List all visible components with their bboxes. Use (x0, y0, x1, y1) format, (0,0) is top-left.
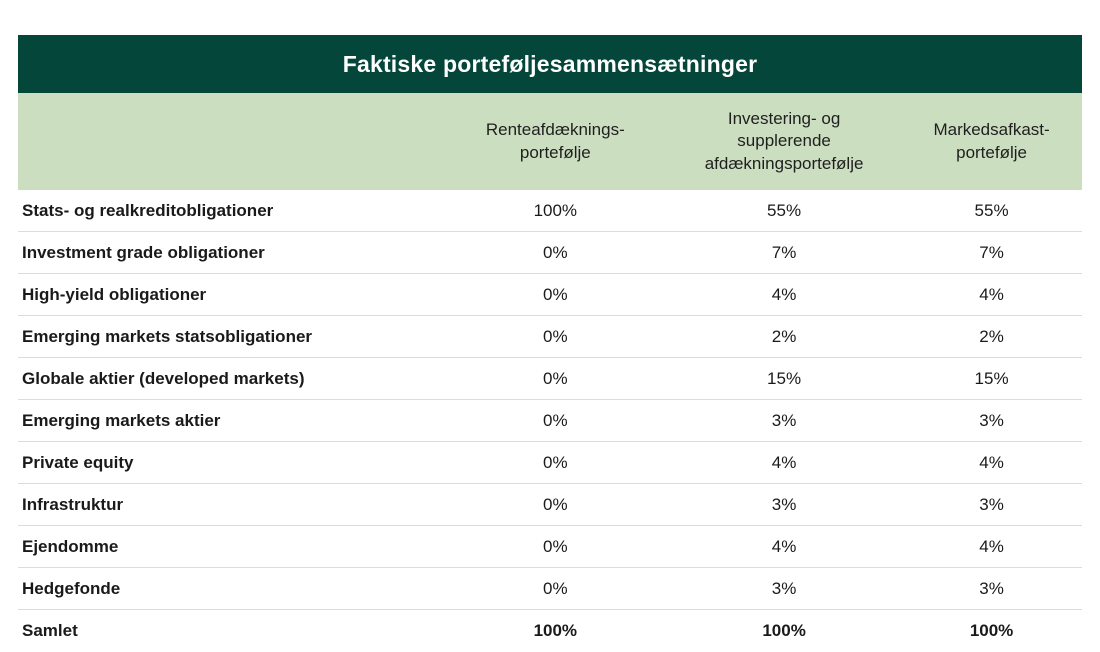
row-value: 55% (901, 190, 1082, 232)
table-row: Private equity 0% 4% 4% (18, 442, 1082, 484)
row-value: 0% (444, 442, 667, 484)
column-header-markedsafkast: Markedsafkast- portefølje (901, 93, 1082, 190)
table-row: Emerging markets aktier 0% 3% 3% (18, 400, 1082, 442)
row-value: 3% (667, 484, 901, 526)
row-value: 2% (667, 316, 901, 358)
column-header-empty (18, 93, 444, 190)
row-value: 4% (901, 526, 1082, 568)
total-row-value: 100% (667, 610, 901, 652)
row-value: 0% (444, 400, 667, 442)
table-row: Infrastruktur 0% 3% 3% (18, 484, 1082, 526)
row-value: 4% (667, 526, 901, 568)
row-value: 0% (444, 484, 667, 526)
row-value: 0% (444, 526, 667, 568)
row-value: 0% (444, 358, 667, 400)
row-value: 0% (444, 568, 667, 610)
row-label: Emerging markets aktier (18, 400, 444, 442)
table-row: High-yield obligationer 0% 4% 4% (18, 274, 1082, 316)
row-value: 7% (901, 232, 1082, 274)
total-row-value: 100% (444, 610, 667, 652)
row-value: 0% (444, 232, 667, 274)
portfolio-table-figure: Faktiske porteføljesammensætninger Rente… (18, 35, 1082, 652)
row-label: High-yield obligationer (18, 274, 444, 316)
table-row: Stats- og realkreditobligationer 100% 55… (18, 190, 1082, 232)
row-label: Ejendomme (18, 526, 444, 568)
table-row: Ejendomme 0% 4% 4% (18, 526, 1082, 568)
row-label: Investment grade obligationer (18, 232, 444, 274)
column-header-investering: Investering- og supplerende afdækningspo… (667, 93, 901, 190)
row-value: 3% (901, 484, 1082, 526)
row-value: 0% (444, 274, 667, 316)
row-value: 0% (444, 316, 667, 358)
table-row: Emerging markets statsobligationer 0% 2%… (18, 316, 1082, 358)
row-value: 3% (901, 568, 1082, 610)
table-header: Renteafdæknings- portefølje Investering-… (18, 93, 1082, 190)
row-label: Infrastruktur (18, 484, 444, 526)
row-value: 3% (901, 400, 1082, 442)
row-value: 15% (667, 358, 901, 400)
table-title: Faktiske porteføljesammensætninger (18, 35, 1082, 93)
row-value: 4% (667, 274, 901, 316)
total-row-value: 100% (901, 610, 1082, 652)
column-header-renteafdaekning: Renteafdæknings- portefølje (444, 93, 667, 190)
column-header-row: Renteafdæknings- portefølje Investering-… (18, 93, 1082, 190)
row-value: 2% (901, 316, 1082, 358)
row-label: Globale aktier (developed markets) (18, 358, 444, 400)
row-value: 100% (444, 190, 667, 232)
total-row: Samlet 100% 100% 100% (18, 610, 1082, 652)
row-label: Stats- og realkreditobligationer (18, 190, 444, 232)
row-value: 4% (667, 442, 901, 484)
row-value: 7% (667, 232, 901, 274)
row-value: 55% (667, 190, 901, 232)
row-value: 15% (901, 358, 1082, 400)
row-label: Emerging markets statsobligationer (18, 316, 444, 358)
row-value: 4% (901, 442, 1082, 484)
total-row-label: Samlet (18, 610, 444, 652)
row-value: 4% (901, 274, 1082, 316)
row-label: Private equity (18, 442, 444, 484)
row-value: 3% (667, 568, 901, 610)
table-row: Globale aktier (developed markets) 0% 15… (18, 358, 1082, 400)
table-row: Hedgefonde 0% 3% 3% (18, 568, 1082, 610)
portfolio-table: Renteafdæknings- portefølje Investering-… (18, 93, 1082, 652)
table-body: Stats- og realkreditobligationer 100% 55… (18, 190, 1082, 652)
table-row: Investment grade obligationer 0% 7% 7% (18, 232, 1082, 274)
row-label: Hedgefonde (18, 568, 444, 610)
row-value: 3% (667, 400, 901, 442)
